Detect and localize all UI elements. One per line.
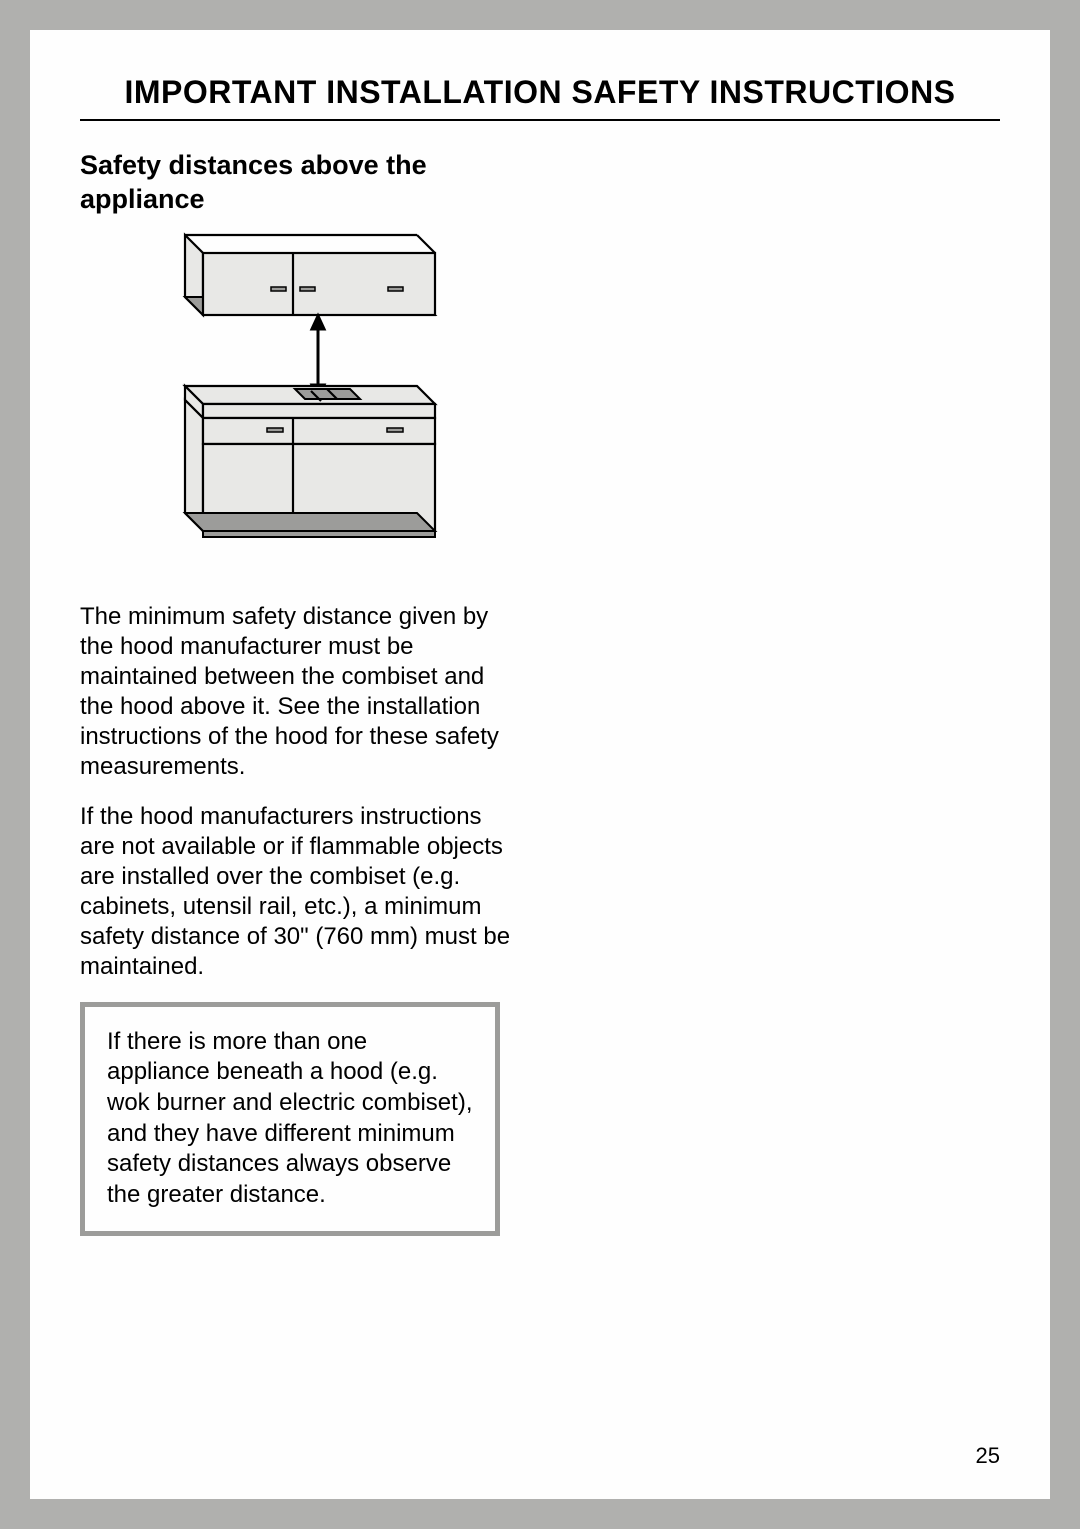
note-box: If there is more than one appliance bene…	[80, 1002, 500, 1236]
safety-distance-diagram	[80, 231, 520, 546]
diagram-svg	[155, 231, 445, 541]
page-number: 25	[976, 1443, 1000, 1469]
body-paragraph-2: If the hood manufacturers instructions a…	[80, 802, 520, 982]
page-title: IMPORTANT INSTALLATION SAFETY INSTRUCTIO…	[80, 74, 1000, 111]
manual-page: IMPORTANT INSTALLATION SAFETY INSTRUCTIO…	[30, 30, 1050, 1499]
title-divider	[80, 119, 1000, 121]
lower-cabinet	[185, 386, 435, 537]
content-column: Safety distances above the appliance	[80, 149, 520, 1236]
body-paragraph-1: The minimum safety distance given by the…	[80, 602, 520, 782]
upper-cabinet	[185, 235, 435, 315]
section-heading: Safety distances above the appliance	[80, 149, 520, 217]
note-text: If there is more than one appliance bene…	[107, 1027, 473, 1211]
